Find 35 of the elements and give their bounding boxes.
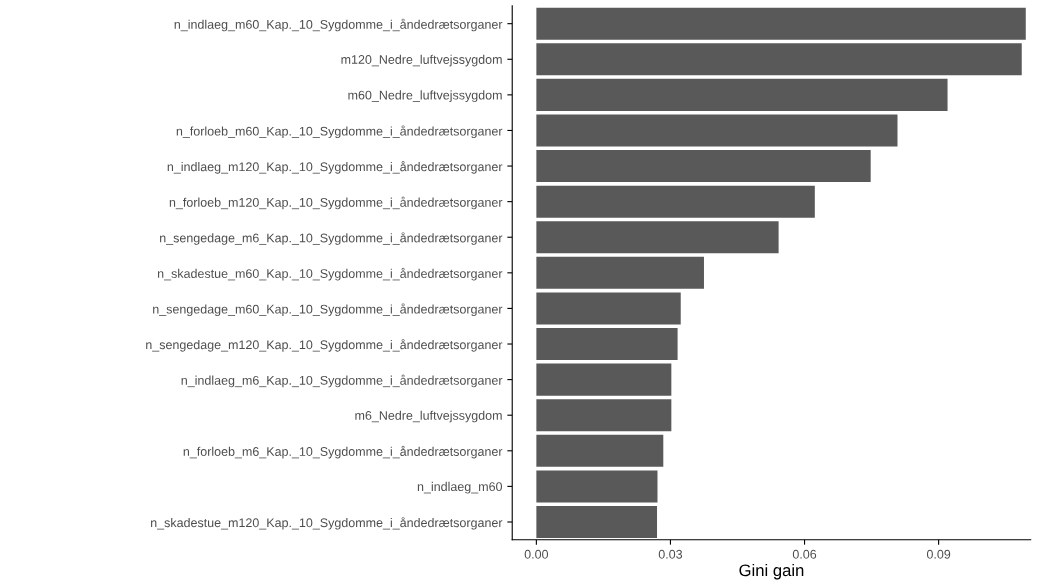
y-tick-label: m6_Nedre_luftvejssygdom: [355, 410, 502, 423]
bar: [536, 363, 672, 396]
y-tick-label: m120_Nedre_luftvejssygdom: [341, 54, 502, 67]
y-tick-label: n_sengedage_m120_Kap._10_Sygdomme_i_åndedrætsorganer: [146, 338, 503, 352]
y-tick-label: n_forloeb_m60_Kap._10_Sygdomme_i_åndedrætsorganer: [176, 125, 503, 139]
y-tick-label: n_sengedage_m60_Kap._10_Sygdomme_i_åndedrætsorganer: [153, 303, 503, 317]
y-tick-label: n_sengedage_m6_Kap._10_Sygdomme_i_åndedrætsorganer: [160, 232, 503, 245]
bar: [536, 221, 779, 254]
bar: [536, 78, 948, 111]
x-axis-title: Gini gain: [739, 563, 804, 580]
y-tick-label: n_indlaeg_m60_Kap._10_Sygdomme_i_åndedrætsorganer: [174, 18, 503, 32]
x-tick-label: 0.00: [524, 549, 549, 559]
bar: [536, 292, 681, 325]
y-tick-label: n_skadestue_m120_Kap._10_Sygdomme_i_åndedrætsorganer: [151, 516, 503, 530]
bar: [536, 505, 658, 538]
y-tick-label: n_indlaeg_m6_Kap._10_Sygdomme_i_åndedrætsorganer: [181, 374, 503, 388]
bar: [536, 185, 815, 218]
bar: [536, 399, 672, 432]
y-tick-label: n_skadestue_m60_Kap._10_Sygdomme_i_åndedrætsorganer: [157, 267, 503, 281]
y-tick-label: n_indlaeg_m60: [417, 481, 503, 494]
bar: [536, 256, 704, 289]
y-tick-label: n_indlaeg_m120_Kap._10_Sygdomme_i_åndedrætsorganer: [167, 161, 503, 174]
y-tick-label: n_forloeb_m6_Kap._10_Sygdomme_i_åndedrætsorganer: [183, 445, 503, 459]
y-tick-label: m60_Nedre_luftvejssygdom: [348, 90, 502, 102]
bar: [536, 114, 898, 147]
bar: [536, 7, 1026, 40]
x-tick-label: 0.03: [658, 549, 683, 559]
x-tick-label: 0.09: [926, 549, 951, 559]
y-tick-label: n_forloeb_m120_Kap._10_Sygdomme_i_åndedrætsorganer: [169, 196, 503, 210]
bar: [536, 434, 664, 467]
bar: [536, 470, 658, 503]
bar: [536, 150, 871, 183]
bar: [536, 328, 678, 361]
x-tick-label: 0.06: [792, 549, 817, 559]
bar: [536, 43, 1022, 76]
